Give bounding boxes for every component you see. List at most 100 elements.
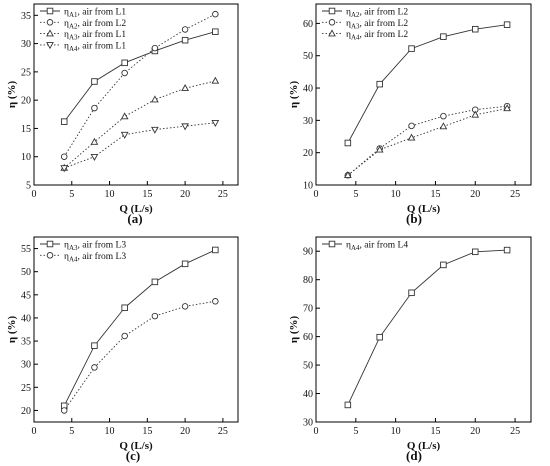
data-point xyxy=(375,145,384,153)
data-point xyxy=(120,131,129,139)
series-line xyxy=(63,13,216,157)
data-point xyxy=(60,165,69,173)
series-line xyxy=(63,80,216,169)
data-point xyxy=(151,278,159,286)
data-point xyxy=(151,44,159,52)
data-point xyxy=(181,84,189,92)
x-tick-label: 15 xyxy=(430,189,440,200)
y-tick-label: 50 xyxy=(303,51,313,62)
plot-frame xyxy=(33,236,239,423)
data-point xyxy=(60,118,68,125)
legend-label: ηA3, air from L3 xyxy=(64,240,126,253)
y-tick-label: 30 xyxy=(303,418,313,429)
data-point xyxy=(211,76,220,84)
chart-panel: 0 5 10 15 20 25 10 20 30 40 50 60 Q (L/s) η (%) ηA2, a… xyxy=(288,3,532,226)
y-tick-label: 20 xyxy=(303,148,313,159)
data-point xyxy=(212,10,219,18)
legend-label: ηA1, air from L1 xyxy=(64,7,126,20)
x-tick-label: 20 xyxy=(180,189,190,200)
x-tick-label: 5 xyxy=(353,426,358,437)
data-point xyxy=(344,401,352,409)
data-point xyxy=(440,112,447,120)
y-tick-label: 45 xyxy=(21,290,31,301)
series-line xyxy=(63,300,216,411)
x-tick-label: 5 xyxy=(353,189,358,200)
plot-frame xyxy=(315,236,532,423)
data-point xyxy=(471,110,480,118)
legend-label: ηA4, air from L2 xyxy=(346,29,408,42)
data-point xyxy=(91,104,98,112)
data-point xyxy=(440,261,447,269)
x-tick-label: 0 xyxy=(32,189,37,200)
panel-caption: (c) xyxy=(126,448,140,463)
data-point xyxy=(121,332,128,340)
y-tick-label: 25 xyxy=(21,383,31,394)
data-point xyxy=(60,407,68,414)
data-point xyxy=(503,21,511,28)
x-tick-label: 10 xyxy=(391,189,401,200)
panel-caption: (a) xyxy=(127,211,142,226)
series-line xyxy=(347,105,508,176)
x-tick-label: 20 xyxy=(470,189,480,200)
legend-label: ηA2, air from L2 xyxy=(64,18,126,31)
plot-frame xyxy=(315,3,532,186)
x-tick-label: 15 xyxy=(142,426,152,437)
data-point xyxy=(121,59,128,67)
data-point xyxy=(440,33,447,40)
data-point xyxy=(91,342,98,349)
y-tick-label: 15 xyxy=(21,124,31,135)
legend-label: ηA4, air from L1 xyxy=(64,40,126,53)
y-tick-label: 60 xyxy=(303,332,313,343)
data-point xyxy=(181,303,189,310)
series-line xyxy=(347,249,508,406)
data-point xyxy=(212,28,219,35)
x-tick-label: 5 xyxy=(69,426,74,437)
x-tick-label: 0 xyxy=(32,426,37,437)
legend-label: ηA4, air from L4 xyxy=(346,240,408,253)
data-point xyxy=(376,333,383,341)
data-point xyxy=(439,122,448,130)
data-point xyxy=(151,312,159,320)
legend-marker xyxy=(46,7,54,15)
legend-marker xyxy=(46,19,54,26)
y-tick-label: 80 xyxy=(303,275,313,286)
y-axis-label: η (%) xyxy=(288,316,300,344)
data-point xyxy=(181,123,189,131)
x-tick-label: 25 xyxy=(218,426,228,437)
data-point xyxy=(121,304,128,312)
x-axis-label: Q (L/s) xyxy=(119,203,153,215)
y-tick-label: 40 xyxy=(21,313,31,324)
series-line xyxy=(63,31,216,122)
x-axis-label: Q (L/s) xyxy=(119,440,153,452)
x-tick-label: 15 xyxy=(430,426,440,437)
x-tick-label: 25 xyxy=(510,426,520,437)
data-point xyxy=(211,120,220,128)
legend-marker xyxy=(328,7,336,15)
y-tick-label: 35 xyxy=(21,11,31,22)
legend-marker xyxy=(328,240,336,248)
legend-label: ηA4, air from L3 xyxy=(64,251,126,264)
x-tick-label: 20 xyxy=(180,426,190,437)
y-tick-label: 70 xyxy=(303,304,313,315)
data-point xyxy=(472,248,479,256)
y-tick-label: 35 xyxy=(21,337,31,348)
data-point xyxy=(181,26,189,33)
data-point xyxy=(344,139,352,147)
data-point xyxy=(376,80,383,88)
plot-frame xyxy=(33,3,239,186)
series-line xyxy=(347,107,508,176)
legend-label: ηA3, air from L1 xyxy=(64,29,126,42)
data-point xyxy=(503,104,511,112)
data-point xyxy=(181,36,189,44)
legend-marker xyxy=(46,29,54,37)
y-tick-label: 90 xyxy=(303,247,313,258)
x-tick-label: 10 xyxy=(105,426,115,437)
y-tick-label: 5 xyxy=(26,181,31,192)
data-point xyxy=(120,112,129,120)
x-tick-label: 25 xyxy=(218,189,228,200)
data-point xyxy=(151,126,159,134)
y-tick-label: 20 xyxy=(21,96,31,107)
y-tick-label: 30 xyxy=(21,360,31,371)
